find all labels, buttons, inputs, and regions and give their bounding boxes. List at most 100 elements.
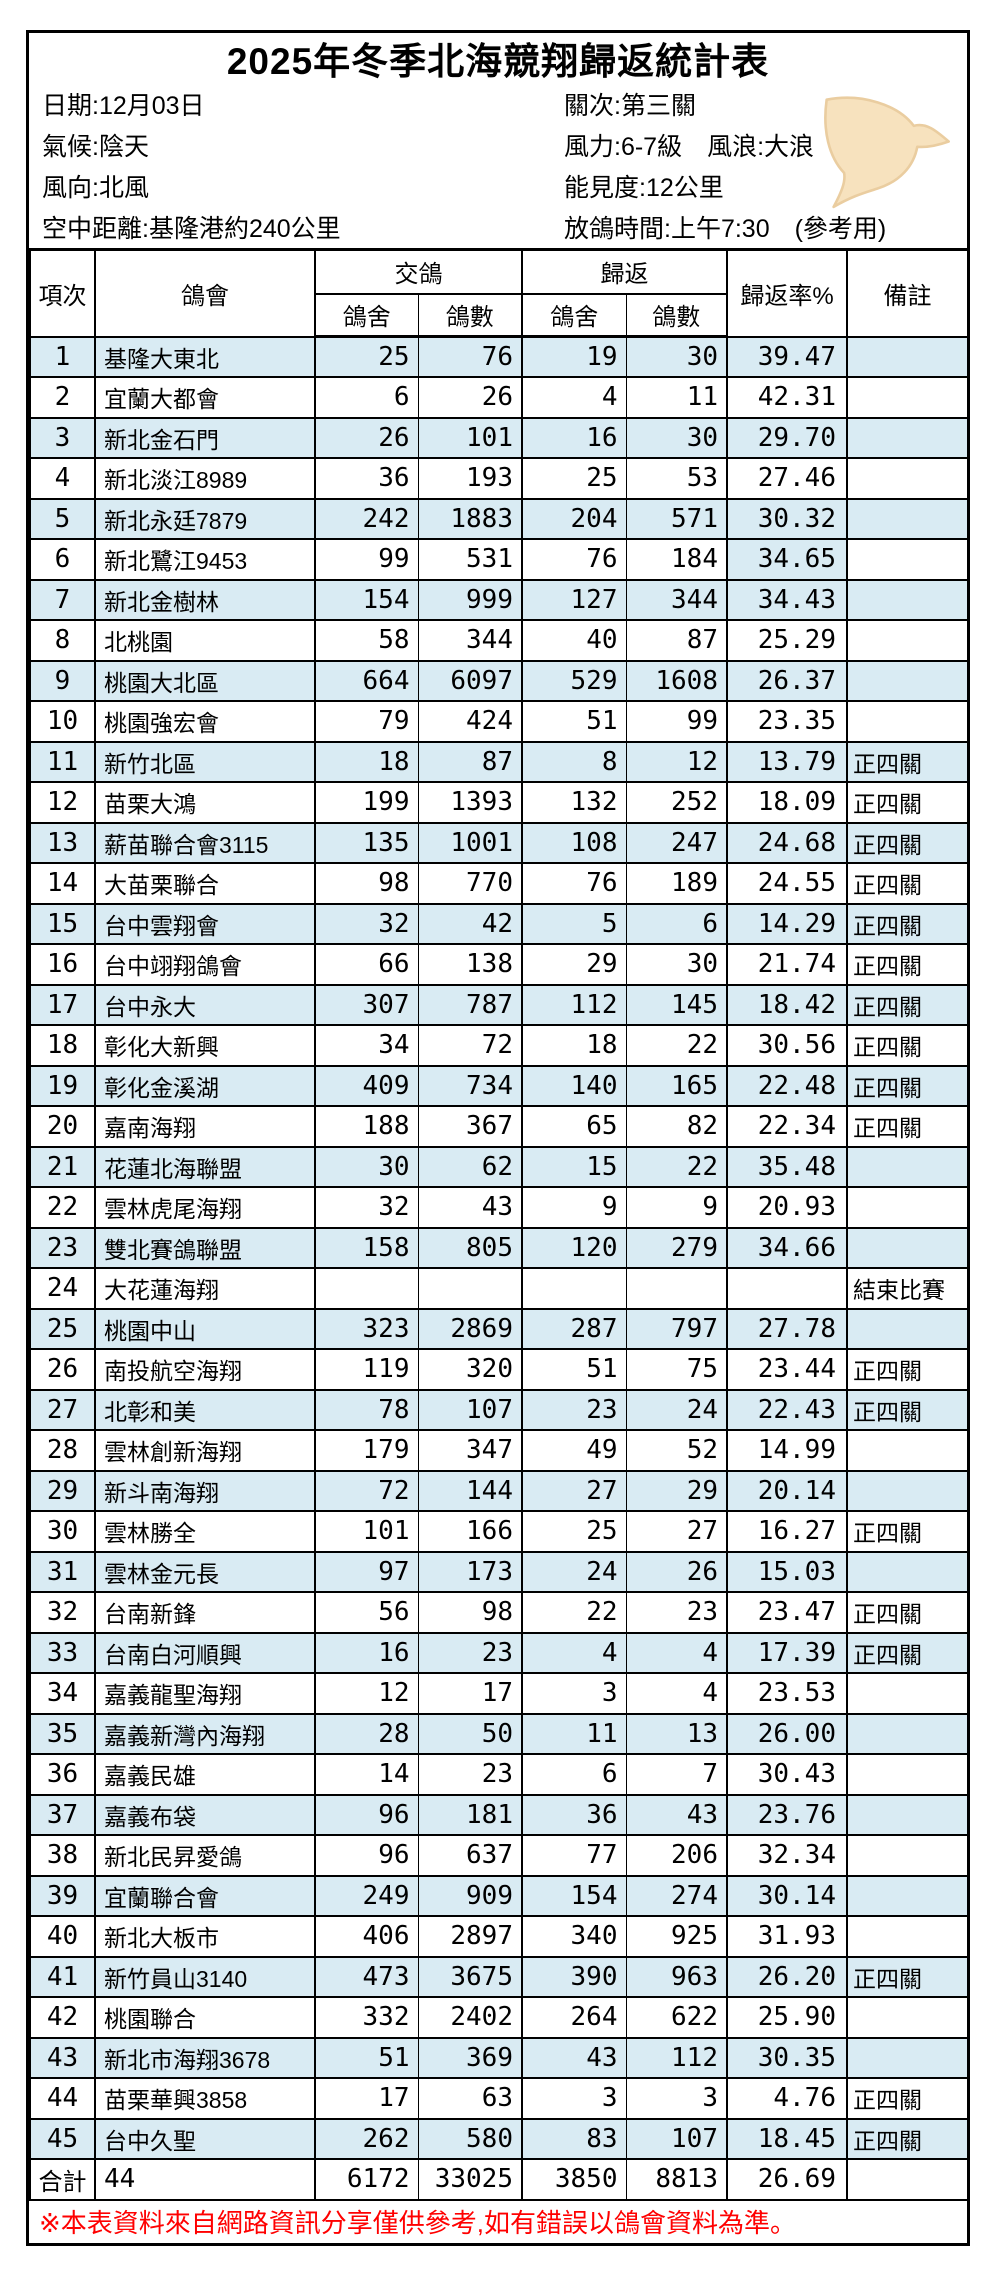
cell-rate: 29.70 xyxy=(726,416,848,459)
table-row: 23 雙北賽鴿聯盟 158 805 120 279 34.66 xyxy=(29,1226,969,1269)
table-row: 34 嘉義龍聖海翔 12 17 3 4 23.53 xyxy=(29,1672,969,1715)
cell-sent-lofts: 72 xyxy=(314,1469,419,1512)
cell-ret-lofts: 140 xyxy=(521,1064,627,1107)
cell-sent-lofts: 78 xyxy=(314,1388,419,1431)
cell-note xyxy=(846,2036,969,2079)
cell-club: 花蓮北海聯盟 xyxy=(94,1145,316,1188)
cell-sent-birds: 138 xyxy=(417,943,523,986)
cell-ret-birds: 252 xyxy=(625,781,728,824)
cell-note: 正四關 xyxy=(846,1388,969,1431)
cell-club: 台中久聖 xyxy=(94,2117,316,2160)
cell-sent-lofts: 79 xyxy=(314,700,419,743)
cell-rate: 13.79 xyxy=(726,740,848,783)
cell-sent-birds: 320 xyxy=(417,1348,523,1391)
table-row: 8 北桃園 58 344 40 87 25.29 xyxy=(29,619,969,662)
cell-ret-birds: 82 xyxy=(625,1105,728,1148)
cell-sent-birds: 1393 xyxy=(417,781,523,824)
cell-rate: 15.03 xyxy=(726,1550,848,1593)
table-row: 13 薪苗聯合會3115 135 1001 108 247 24.68 正四關 xyxy=(29,821,969,864)
table-row: 27 北彰和美 78 107 23 24 22.43 正四關 xyxy=(29,1388,969,1431)
col-header-club: 鴿會 xyxy=(94,248,316,338)
cell-ret-lofts: 27 xyxy=(521,1469,627,1512)
cell-no: 44 xyxy=(29,2077,96,2120)
cell-sent-birds: 6097 xyxy=(417,659,523,702)
col-header-rate: 歸返率% xyxy=(726,248,848,338)
cell-ret-lofts: 18 xyxy=(521,1024,627,1067)
cell-sent-birds: 166 xyxy=(417,1510,523,1553)
cell-ret-lofts: 43 xyxy=(521,2036,627,2079)
cell-club: 台南白河順興 xyxy=(94,1631,316,1674)
cell-sent-lofts: 51 xyxy=(314,2036,419,2079)
cell-no: 3 xyxy=(29,416,96,459)
cell-club: 北桃園 xyxy=(94,619,316,662)
cell-ret-lofts: 65 xyxy=(521,1105,627,1148)
cell-no: 5 xyxy=(29,497,96,540)
table-row: 15 台中雲翔會 32 42 5 6 14.29 正四關 xyxy=(29,902,969,945)
info-distance: 空中距離:基隆港約240公里 xyxy=(42,214,341,243)
cell-no: 24 xyxy=(29,1267,96,1310)
cell-ret-lofts: 40 xyxy=(521,619,627,662)
cell-sent-birds: 43 xyxy=(417,1186,523,1229)
cell-ret-lofts: 390 xyxy=(521,1955,627,1998)
cell-note xyxy=(846,1753,969,1796)
cell-ret-birds: 165 xyxy=(625,1064,728,1107)
cell-ret-birds: 30 xyxy=(625,335,728,378)
cell-ret-lofts: 108 xyxy=(521,821,627,864)
cell-note xyxy=(846,1145,969,1188)
cell-note: 正四關 xyxy=(846,1024,969,1067)
report-sheet: 2025年冬季北海競翔歸返統計表 日期:12月03日 關次:第三關 氣候:陰天 … xyxy=(26,30,970,2246)
table-row: 20 嘉南海翔 188 367 65 82 22.34 正四關 xyxy=(29,1105,969,1148)
cell-sent-lofts: 34 xyxy=(314,1024,419,1067)
table-row: 39 宜蘭聯合會 249 909 154 274 30.14 xyxy=(29,1874,969,1917)
cell-ret-lofts: 340 xyxy=(521,1915,627,1958)
cell-sent-lofts: 25 xyxy=(314,335,419,378)
cell-rate: 21.74 xyxy=(726,943,848,986)
cell-sent-birds: 76 xyxy=(417,335,523,378)
cell-ret-lofts: 3 xyxy=(521,2077,627,2120)
cell-rate: 22.43 xyxy=(726,1388,848,1431)
cell-sent-lofts: 242 xyxy=(314,497,419,540)
total-sent-lofts: 6172 xyxy=(314,2158,419,2201)
table-row: 7 新北金樹林 154 999 127 344 34.43 xyxy=(29,578,969,621)
info-release-time: 放鴿時間:上午7:30 (參考用) xyxy=(564,214,887,243)
info-panel: 日期:12月03日 關次:第三關 氣候:陰天 風力:6-7級 風浪:大浪 風向:… xyxy=(29,83,967,248)
table-row: 29 新斗南海翔 72 144 27 29 20.14 xyxy=(29,1469,969,1512)
cell-sent-birds: 107 xyxy=(417,1388,523,1431)
cell-sent-birds: 637 xyxy=(417,1834,523,1877)
cell-rate: 30.32 xyxy=(726,497,848,540)
cell-no: 1 xyxy=(29,335,96,378)
cell-ret-birds: 75 xyxy=(625,1348,728,1391)
cell-rate: 25.29 xyxy=(726,619,848,662)
cell-sent-birds: 369 xyxy=(417,2036,523,2079)
cell-ret-birds: 184 xyxy=(625,538,728,581)
cell-ret-birds: 22 xyxy=(625,1024,728,1067)
cell-sent-birds: 2869 xyxy=(417,1307,523,1350)
cell-no: 2 xyxy=(29,376,96,419)
cell-no: 20 xyxy=(29,1105,96,1148)
cell-note xyxy=(846,416,969,459)
cell-ret-lofts: 36 xyxy=(521,1793,627,1836)
table-row: 33 台南白河順興 16 23 4 4 17.39 正四關 xyxy=(29,1631,969,1674)
total-row: 合計 44 6172 33025 3850 8813 26.69 xyxy=(29,2158,969,2201)
table-row: 1 基隆大東北 25 76 19 30 39.47 xyxy=(29,335,969,378)
cell-sent-birds: 63 xyxy=(417,2077,523,2120)
col-header-ret-birds: 鴿數 xyxy=(625,292,728,338)
table-row: 16 台中翊翔鴿會 66 138 29 30 21.74 正四關 xyxy=(29,943,969,986)
cell-note: 正四關 xyxy=(846,983,969,1026)
table-header: 項次 鴿會 交鴿 歸返 歸返率% 備註 鴿舍 鴿數 鴿舍 鴿數 xyxy=(29,248,969,338)
total-ret-lofts: 3850 xyxy=(521,2158,627,2201)
cell-rate: 18.09 xyxy=(726,781,848,824)
cell-club: 宜蘭聯合會 xyxy=(94,1874,316,1917)
cell-rate: 34.65 xyxy=(726,538,848,581)
total-rate: 26.69 xyxy=(726,2158,848,2201)
cell-note: 正四關 xyxy=(846,862,969,905)
cell-ret-birds: 571 xyxy=(625,497,728,540)
table-row: 28 雲林創新海翔 179 347 49 52 14.99 xyxy=(29,1429,969,1472)
cell-rate: 26.00 xyxy=(726,1712,848,1755)
cell-ret-lofts: 19 xyxy=(521,335,627,378)
cell-rate: 34.43 xyxy=(726,578,848,621)
cell-sent-birds: 101 xyxy=(417,416,523,459)
cell-no: 41 xyxy=(29,1955,96,1998)
cell-club: 新北永廷7879 xyxy=(94,497,316,540)
cell-no: 8 xyxy=(29,619,96,662)
